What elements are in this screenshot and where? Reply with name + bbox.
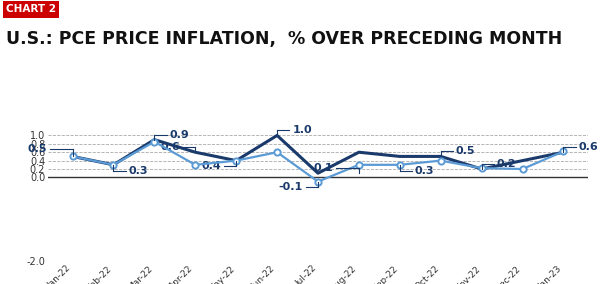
Text: 1.0: 1.0 — [292, 126, 312, 135]
Text: 0.5: 0.5 — [28, 144, 47, 154]
Text: 0.4: 0.4 — [201, 161, 221, 171]
Text: 0.5: 0.5 — [456, 146, 475, 156]
Text: 0.2: 0.2 — [497, 159, 517, 169]
Text: CHART 2: CHART 2 — [6, 4, 56, 14]
Text: 0.1: 0.1 — [314, 163, 334, 173]
Text: U.S.: PCE PRICE INFLATION,  % OVER PRECEDING MONTH: U.S.: PCE PRICE INFLATION, % OVER PRECED… — [6, 30, 562, 48]
Text: 0.6: 0.6 — [160, 142, 180, 152]
Text: 0.3: 0.3 — [128, 166, 148, 176]
Text: 0.6: 0.6 — [578, 142, 598, 152]
Text: 0.9: 0.9 — [170, 130, 189, 140]
Text: 0.3: 0.3 — [415, 166, 434, 176]
Text: -0.1: -0.1 — [278, 182, 303, 192]
